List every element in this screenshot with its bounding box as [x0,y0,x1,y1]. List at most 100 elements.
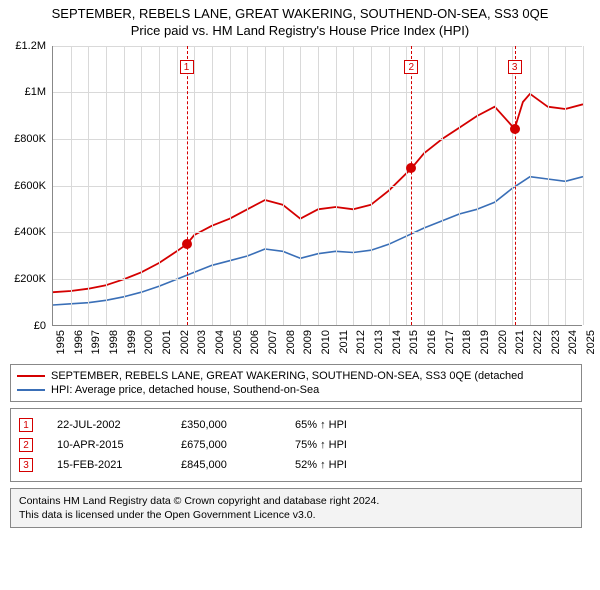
attribution-box: Contains HM Land Registry data © Crown c… [10,488,582,528]
event-marker-dot [182,239,192,249]
x-tick-label: 2024 [567,330,579,354]
legend-row: HPI: Average price, detached house, Sout… [17,383,575,397]
gridline-v [336,46,337,325]
gridline-v [177,46,178,325]
gridline-v [247,46,248,325]
event-pct: 65% ↑ HPI [295,419,405,431]
gridline-v [548,46,549,325]
event-date: 15-FEB-2021 [57,459,157,471]
event-row: 1 22-JUL-2002 £350,000 65% ↑ HPI [19,415,573,435]
gridline-v [459,46,460,325]
gridline-v [124,46,125,325]
event-row-marker: 2 [19,438,33,452]
event-marker-line [411,46,412,325]
x-tick-label: 2014 [391,330,403,354]
legend-label: SEPTEMBER, REBELS LANE, GREAT WAKERING, … [51,370,523,382]
gridline-v [300,46,301,325]
y-tick-label: £1.2M [15,40,46,52]
gridline-v [159,46,160,325]
event-pct: 75% ↑ HPI [295,439,405,451]
event-row-marker: 3 [19,458,33,472]
x-tick-label: 2018 [461,330,473,354]
x-tick-label: 2013 [373,330,385,354]
x-tick-label: 2001 [161,330,173,354]
y-tick-label: £0 [34,320,46,332]
gridline-v [71,46,72,325]
gridline-v [318,46,319,325]
gridline-v [424,46,425,325]
gridline-v [230,46,231,325]
legend: SEPTEMBER, REBELS LANE, GREAT WAKERING, … [10,364,582,402]
gridline-v [495,46,496,325]
x-tick-label: 2011 [338,330,350,354]
plot-area: 123 [52,46,582,326]
legend-swatch [17,375,45,377]
attribution-line2: This data is licensed under the Open Gov… [19,508,573,522]
gridline-v [283,46,284,325]
event-marker-line [515,46,516,325]
event-date: 22-JUL-2002 [57,419,157,431]
y-tick-label: £1M [25,86,46,98]
event-date: 10-APR-2015 [57,439,157,451]
x-tick-label: 2019 [479,330,491,354]
x-tick-label: 2010 [320,330,332,354]
y-tick-label: £200K [14,273,46,285]
chart-title-line1: SEPTEMBER, REBELS LANE, GREAT WAKERING, … [10,6,590,23]
gridline-v [353,46,354,325]
x-tick-label: 1996 [73,330,85,354]
event-row: 2 10-APR-2015 £675,000 75% ↑ HPI [19,435,573,455]
x-tick-label: 2002 [179,330,191,354]
y-tick-label: £600K [14,180,46,192]
x-tick-label: 2022 [532,330,544,354]
event-row: 3 15-FEB-2021 £845,000 52% ↑ HPI [19,455,573,475]
event-price: £350,000 [181,419,271,431]
legend-row: SEPTEMBER, REBELS LANE, GREAT WAKERING, … [17,369,575,383]
x-tick-label: 2000 [143,330,155,354]
gridline-v [406,46,407,325]
event-marker-dot [510,124,520,134]
event-marker-box: 2 [404,60,418,74]
x-tick-label: 2006 [249,330,261,354]
x-tick-label: 2016 [426,330,438,354]
event-marker-line [187,46,188,325]
gridline-v [212,46,213,325]
x-tick-label: 2025 [585,330,597,354]
gridline-v [583,46,584,325]
x-tick-label: 2017 [444,330,456,354]
legend-swatch [17,389,45,391]
gridline-v [265,46,266,325]
x-tick-label: 2015 [408,330,420,354]
gridline-v [442,46,443,325]
chart-title-line2: Price paid vs. HM Land Registry's House … [10,23,590,40]
x-tick-label: 2004 [214,330,226,354]
chart-area: £0£200K£400K£600K£800K£1M£1.2M 123 19951… [10,46,590,360]
event-marker-box: 3 [508,60,522,74]
gridline-v [477,46,478,325]
x-tick-label: 2012 [355,330,367,354]
x-tick-label: 1998 [108,330,120,354]
gridline-v [389,46,390,325]
x-tick-label: 2003 [196,330,208,354]
gridline-v [88,46,89,325]
event-pct: 52% ↑ HPI [295,459,405,471]
attribution-line1: Contains HM Land Registry data © Crown c… [19,494,573,508]
legend-label: HPI: Average price, detached house, Sout… [51,384,319,396]
x-tick-label: 2023 [550,330,562,354]
gridline-v [141,46,142,325]
event-price: £845,000 [181,459,271,471]
y-axis: £0£200K£400K£600K£800K£1M£1.2M [10,46,50,326]
event-price: £675,000 [181,439,271,451]
y-tick-label: £400K [14,226,46,238]
x-tick-label: 2007 [267,330,279,354]
events-table: 1 22-JUL-2002 £350,000 65% ↑ HPI 2 10-APR-201… [10,408,582,482]
x-tick-label: 1995 [55,330,67,354]
gridline-v [371,46,372,325]
event-row-marker: 1 [19,418,33,432]
gridline-v [194,46,195,325]
x-tick-label: 1999 [126,330,138,354]
x-tick-label: 1997 [90,330,102,354]
y-tick-label: £800K [14,133,46,145]
x-axis: 1995 1996 1997 1998 1999 2000 2001 2002 2003 2004… [52,326,582,360]
event-marker-dot [406,163,416,173]
gridline-v [512,46,513,325]
